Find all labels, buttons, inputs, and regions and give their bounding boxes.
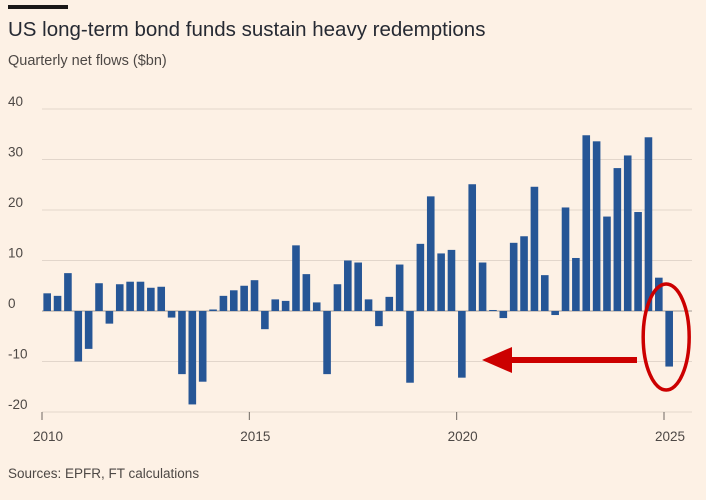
bar <box>219 295 228 311</box>
y-tick-label: 40 <box>8 94 23 109</box>
bar <box>105 311 114 324</box>
bar <box>115 284 124 311</box>
bar <box>198 311 207 382</box>
bar <box>458 311 466 378</box>
bar <box>281 300 290 311</box>
bar <box>478 262 487 311</box>
bar <box>582 135 591 311</box>
bar <box>64 273 72 312</box>
bar <box>136 281 145 311</box>
bar <box>292 245 300 311</box>
bar <box>84 311 93 349</box>
bar <box>323 311 331 375</box>
bar <box>489 309 497 311</box>
bar <box>126 281 134 311</box>
bar <box>95 283 103 311</box>
y-tick-label: 30 <box>8 145 23 160</box>
bar <box>499 311 508 319</box>
bars <box>43 135 673 405</box>
bar <box>271 299 280 311</box>
bar <box>572 257 580 311</box>
bar <box>623 155 632 311</box>
bar <box>540 275 549 311</box>
bar <box>603 216 611 311</box>
y-tick-label: -10 <box>8 347 28 362</box>
top-rule <box>8 5 68 9</box>
bar <box>644 137 653 311</box>
bar <box>250 280 259 311</box>
bar <box>261 311 269 330</box>
bar <box>157 286 166 311</box>
bar <box>209 309 217 311</box>
y-tick-label: 10 <box>8 246 23 261</box>
bar <box>561 207 570 311</box>
bar <box>665 311 673 367</box>
bar <box>167 311 176 318</box>
bar <box>468 184 477 311</box>
chart-subtitle: Quarterly net flows ($bn) <box>8 53 167 69</box>
bar <box>302 274 311 311</box>
bar <box>354 262 362 311</box>
bar <box>406 311 414 383</box>
source-note: Sources: EPFR, FT calculations <box>8 466 200 481</box>
bar <box>43 293 51 311</box>
x-tick-label: 2020 <box>448 429 478 444</box>
y-tick-label: 0 <box>8 296 16 311</box>
bar <box>240 285 248 311</box>
bar <box>364 299 373 311</box>
bar <box>447 249 456 311</box>
bar <box>344 260 352 311</box>
annotation-arrow-head <box>482 347 512 373</box>
x-tick-label: 2010 <box>33 429 63 444</box>
bar <box>509 242 518 311</box>
y-tick-label: 20 <box>8 195 23 210</box>
bar <box>312 302 321 311</box>
x-tick-label: 2015 <box>240 429 270 444</box>
bar <box>395 264 404 311</box>
annotations <box>482 282 691 392</box>
bar <box>416 243 425 311</box>
bar <box>333 284 342 311</box>
bar <box>188 311 197 405</box>
bar <box>437 253 445 311</box>
bar <box>53 295 62 311</box>
bar <box>530 186 539 311</box>
bar <box>147 287 155 311</box>
bar <box>426 196 435 311</box>
bar <box>178 311 186 375</box>
y-tick-label: -20 <box>8 397 28 412</box>
chart-title: US long-term bond funds sustain heavy re… <box>8 18 486 41</box>
bar <box>375 311 383 327</box>
bar <box>592 141 601 311</box>
x-tick-label: 2025 <box>655 429 685 444</box>
bar <box>229 290 238 311</box>
bar <box>74 311 83 362</box>
bar <box>520 236 528 311</box>
bar <box>634 212 642 311</box>
bar <box>655 277 663 311</box>
highlight-ellipse <box>641 282 691 392</box>
bar <box>385 296 394 311</box>
bar <box>613 168 622 311</box>
bar <box>551 311 559 316</box>
